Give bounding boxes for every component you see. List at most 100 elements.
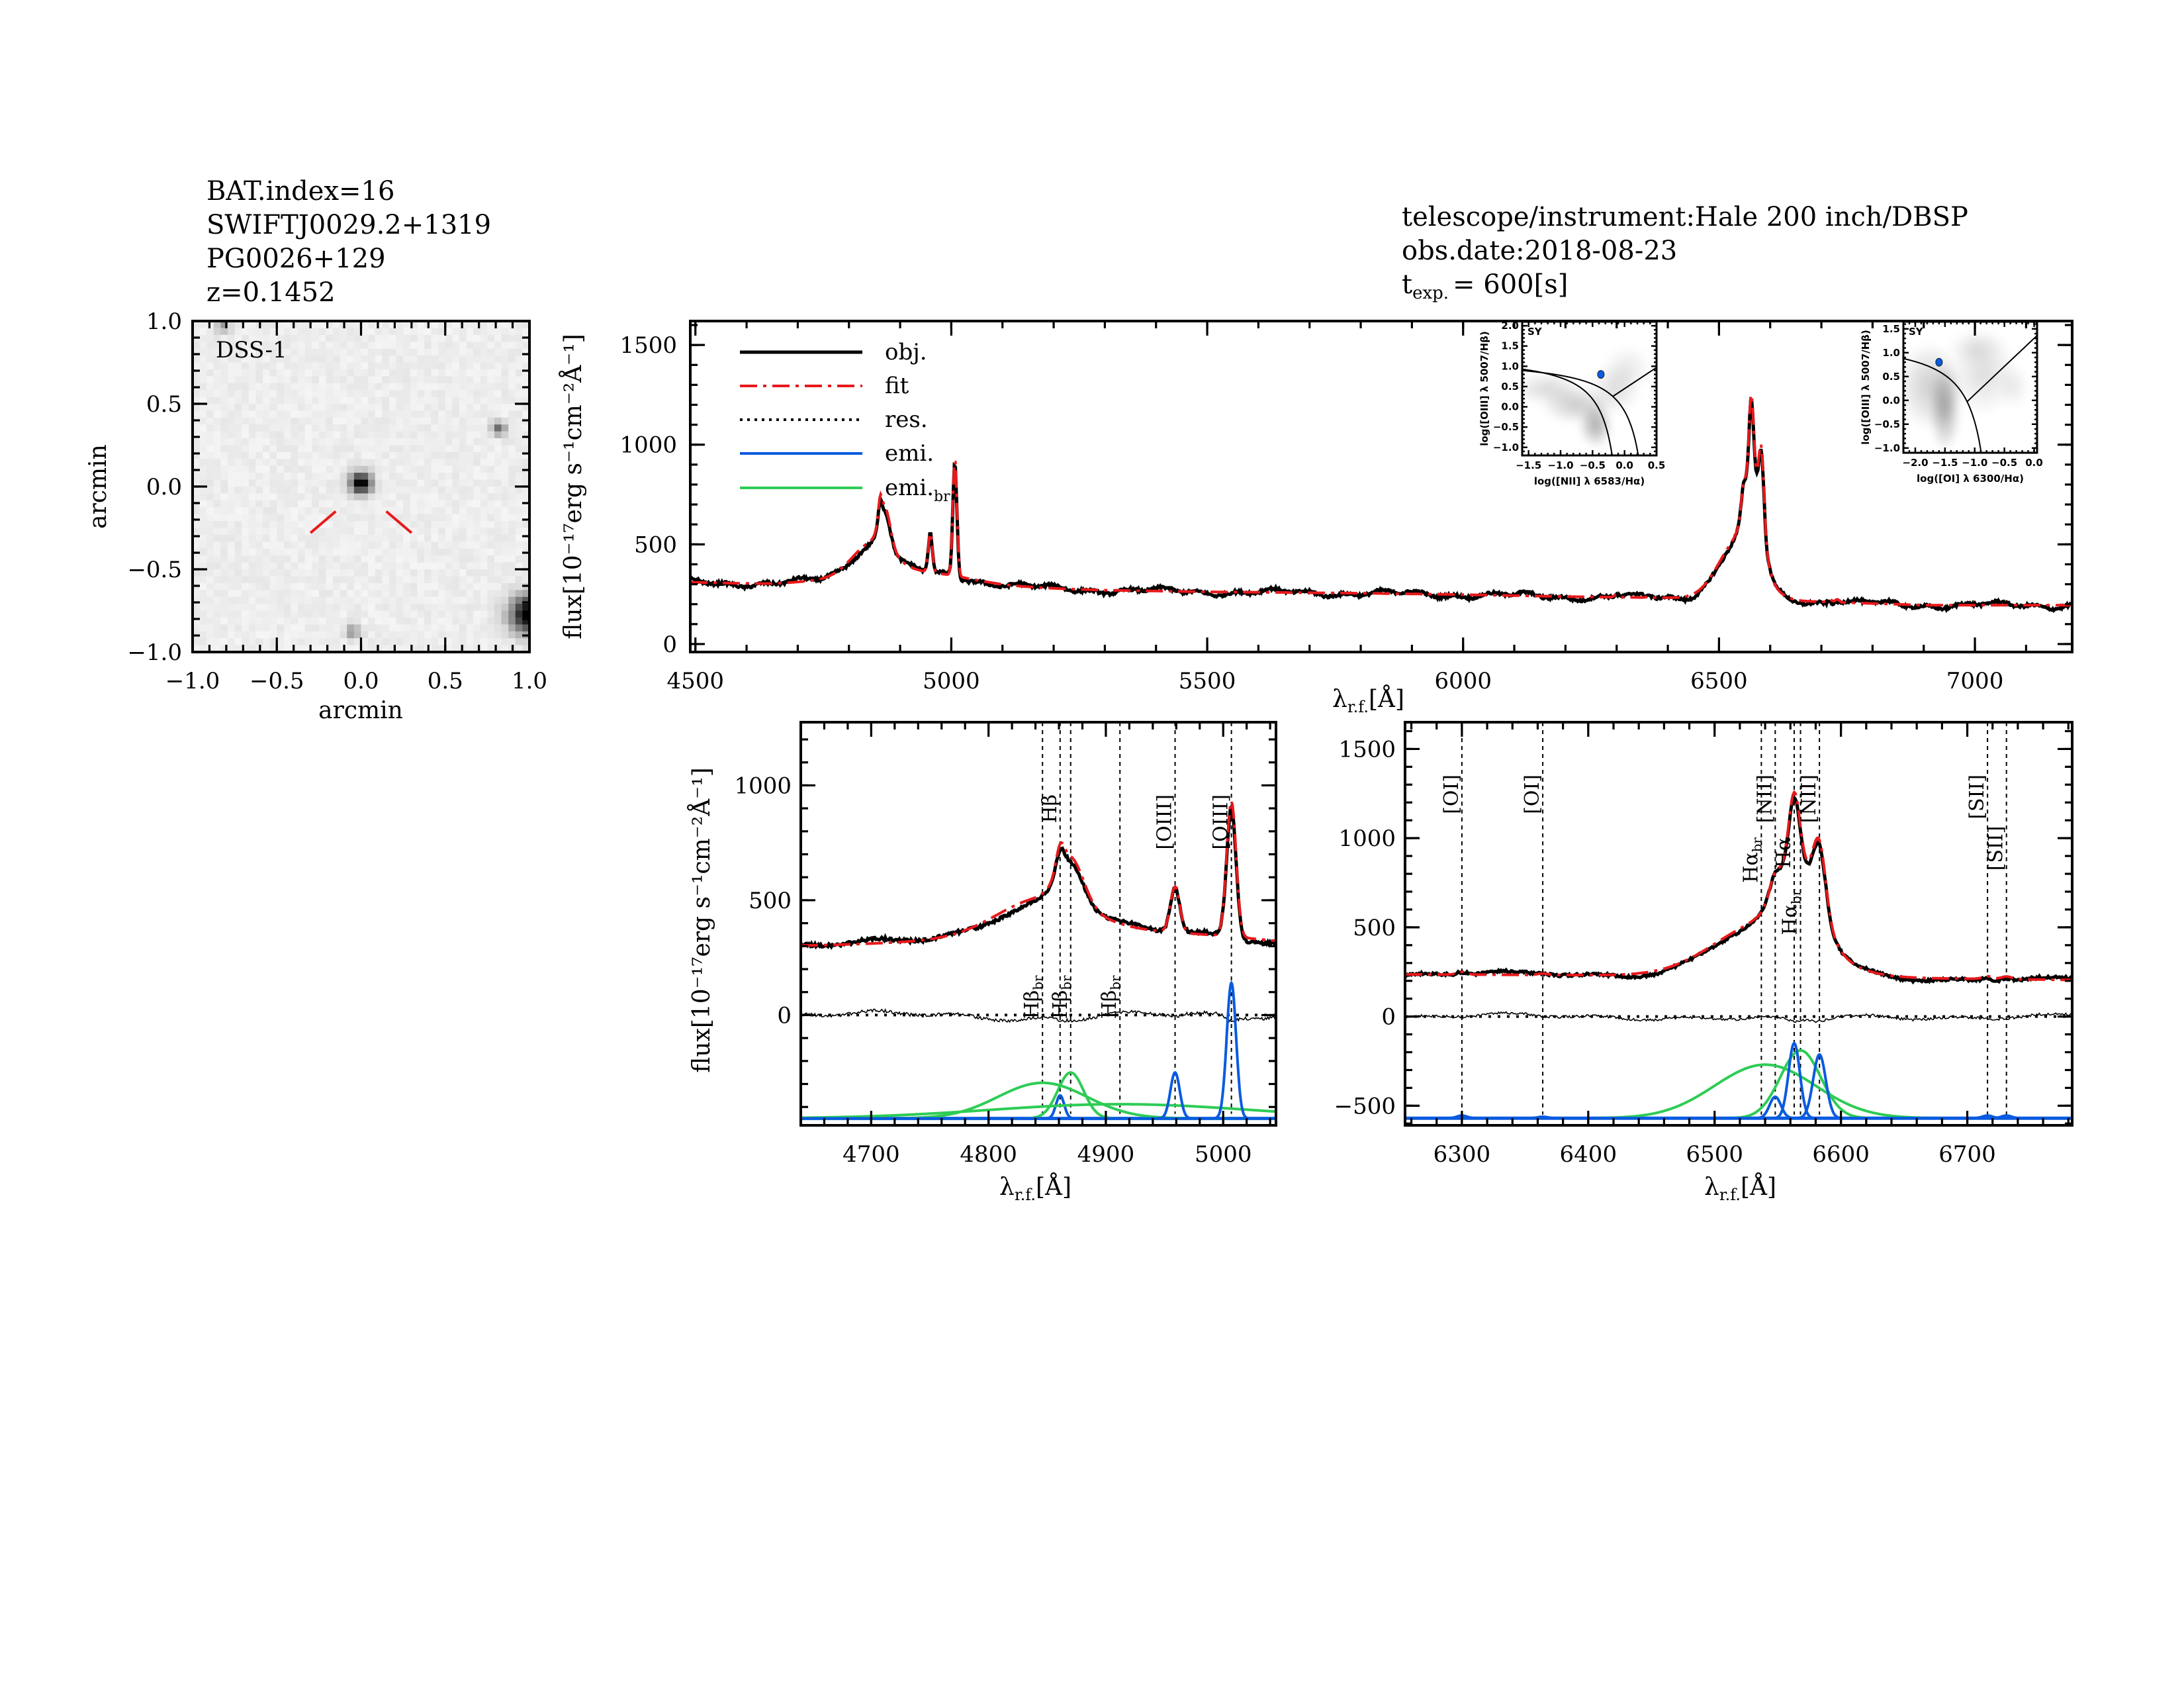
image-pixel (277, 355, 285, 363)
image-pixel (466, 376, 474, 384)
image-pixel (291, 465, 298, 473)
image-pixel (283, 596, 292, 604)
image-pixel (263, 424, 271, 432)
image-pixel (515, 348, 523, 356)
image-pixel (277, 576, 285, 584)
image-pixel (431, 465, 439, 473)
image-pixel (283, 487, 292, 494)
image-pixel (269, 617, 277, 625)
image-pixel (220, 362, 228, 370)
image-pixel (234, 342, 242, 350)
survey-label: DSS-1 (216, 337, 287, 363)
x-tick-label: 4900 (1077, 1141, 1135, 1168)
image-pixel (494, 383, 502, 391)
image-pixel (508, 583, 516, 590)
image-pixel (466, 645, 474, 652)
image-pixel (263, 479, 271, 487)
image-pixel (487, 583, 495, 590)
image-pixel (480, 383, 488, 391)
image-pixel (480, 417, 488, 425)
image-pixel (403, 438, 411, 446)
image-pixel (193, 617, 201, 625)
image-pixel (291, 487, 298, 494)
image-pixel (375, 473, 383, 481)
dss-xlabel: arcmin (318, 697, 403, 724)
image-pixel (269, 555, 277, 563)
image-pixel (326, 576, 334, 584)
image-pixel (396, 493, 404, 501)
image-pixel (515, 507, 523, 515)
image-pixel (368, 583, 376, 590)
image-pixel (318, 438, 327, 446)
image-pixel (508, 590, 516, 598)
image-pixel (515, 487, 523, 494)
image-pixel (234, 438, 242, 446)
image-pixel (431, 376, 439, 384)
image-pixel (494, 555, 502, 563)
image-pixel (508, 417, 516, 425)
image-pixel (417, 465, 425, 473)
image-pixel (255, 521, 263, 529)
image-pixel (312, 348, 320, 356)
image-pixel (199, 645, 207, 652)
image-pixel (424, 459, 432, 467)
image-pixel (501, 500, 509, 508)
image-pixel (473, 617, 481, 625)
y-tick-label: 0 (1381, 1004, 1396, 1031)
image-pixel (522, 376, 529, 384)
image-pixel (340, 548, 347, 556)
image-pixel (438, 521, 446, 529)
image-pixel (487, 590, 495, 598)
image-pixel (501, 376, 509, 384)
image-pixel (206, 590, 214, 598)
image-pixel (410, 514, 418, 522)
image-pixel (228, 362, 236, 370)
image-pixel (263, 445, 271, 453)
image-pixel (473, 514, 481, 522)
image-pixel (220, 645, 228, 652)
line-marker-label: Hαbr (1779, 889, 1804, 935)
image-pixel (318, 334, 327, 342)
image-pixel (382, 334, 390, 342)
image-pixel (515, 479, 523, 487)
image-pixel (382, 451, 390, 459)
image-pixel (522, 645, 529, 652)
image-pixel (382, 321, 390, 329)
image-pixel (361, 438, 369, 446)
image-pixel (438, 624, 446, 632)
halpha-panel-plot-area (1405, 722, 2072, 1120)
image-pixel (248, 473, 257, 481)
image-pixel (368, 417, 376, 425)
image-pixel (396, 355, 404, 363)
image-pixel (347, 583, 355, 590)
image-pixel (263, 555, 271, 563)
image-pixel (501, 424, 509, 432)
image-pixel (466, 473, 474, 481)
image-pixel (228, 604, 236, 612)
image-pixel (199, 445, 207, 453)
image-pixel (228, 555, 236, 563)
image-pixel (255, 548, 263, 556)
image-pixel (424, 383, 432, 391)
image-pixel (193, 610, 201, 618)
residual-line (801, 1008, 1276, 1024)
image-pixel (298, 569, 306, 577)
image-pixel (347, 348, 355, 356)
density-level (1592, 420, 1600, 430)
image-pixel (333, 541, 341, 549)
image-pixel (382, 459, 390, 467)
image-pixel (206, 569, 214, 577)
image-pixel (318, 424, 327, 432)
image-pixel (248, 548, 257, 556)
image-pixel (248, 438, 257, 446)
image-pixel (318, 390, 327, 398)
image-pixel (501, 459, 509, 467)
image-pixel (220, 596, 228, 604)
image-pixel (480, 397, 488, 404)
image-pixel (304, 645, 312, 652)
image-pixel (234, 528, 242, 536)
image-pixel (291, 397, 298, 404)
image-pixel (298, 390, 306, 398)
image-pixel (340, 493, 347, 501)
